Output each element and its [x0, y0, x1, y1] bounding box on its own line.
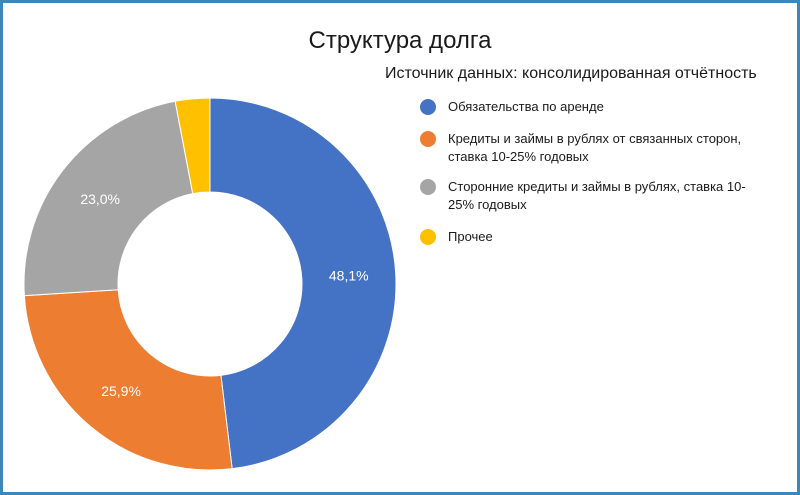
legend-item-other: Прочее: [420, 228, 780, 246]
legend-swatch: [420, 99, 436, 115]
legend-swatch: [420, 179, 436, 195]
legend-label: Кредиты и займы в рублях от связанных ст…: [448, 131, 742, 164]
donut-slices: [23, 97, 397, 471]
slice-value-label: 25,9%: [101, 383, 141, 399]
slice-value-label: 48,1%: [329, 268, 369, 284]
slice-other: [174, 97, 211, 195]
donut-value-labels: 48,1% 25,9% 23,0%: [80, 191, 368, 399]
legend-label: Прочее: [448, 229, 493, 244]
slice-related-party-loans: [23, 289, 233, 471]
slice-value-label: 23,0%: [80, 191, 120, 207]
legend-label: Сторонние кредиты и займы в рублях, став…: [448, 179, 746, 212]
legend-item-related-party-loans: Кредиты и займы в рублях от связанных ст…: [420, 130, 780, 166]
legend-label: Обязательства по аренде: [448, 99, 604, 114]
legend-swatch: [420, 131, 436, 147]
legend-item-lease-liabilities: Обязательства по аренде: [420, 98, 780, 116]
legend-item-third-party-loans: Сторонние кредиты и займы в рублях, став…: [420, 178, 780, 214]
slice-lease-liabilities: [209, 97, 397, 470]
chart-title: Структура долга: [308, 27, 492, 54]
slice-third-party-loans: [23, 100, 194, 297]
chart-legend: Обязательства по аренде Кредиты и займы …: [420, 98, 780, 260]
chart-subtitle: Источник данных: консолидированная отчёт…: [385, 65, 757, 82]
legend-swatch: [420, 229, 436, 245]
